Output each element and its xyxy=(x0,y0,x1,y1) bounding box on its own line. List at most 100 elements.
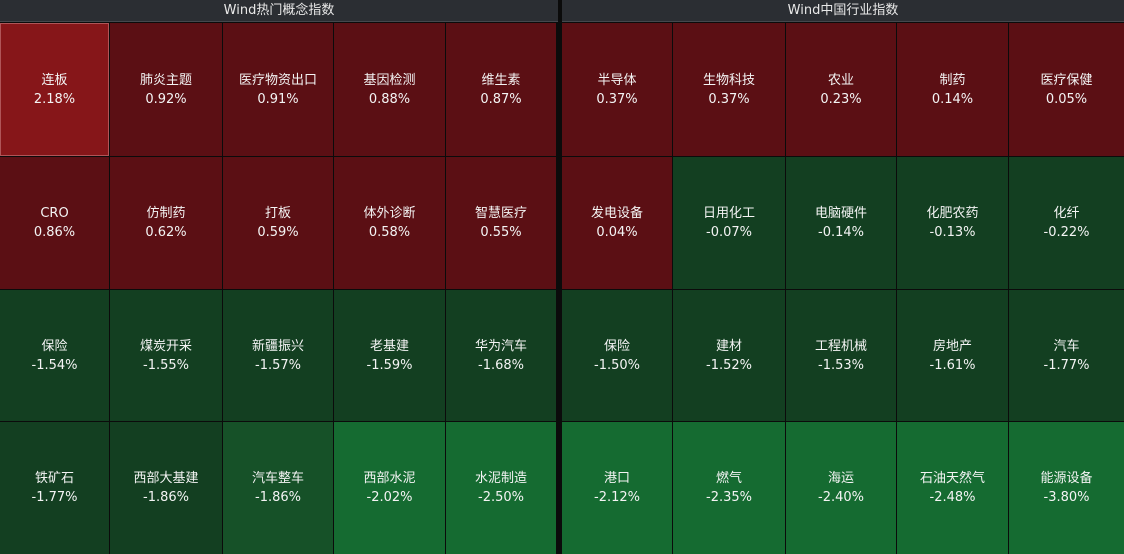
tile-name: 港口 xyxy=(603,471,630,486)
tile-name: 医疗物资出口 xyxy=(238,72,317,88)
heatmap-tile[interactable]: 华为汽车 -1.68% xyxy=(446,290,556,421)
heatmap-tile[interactable]: 海运 -2.40% xyxy=(786,422,896,554)
tile-change: -1.68% xyxy=(478,357,524,373)
tile-name: 水泥制造 xyxy=(474,471,527,486)
tile-name: 铁矿石 xyxy=(34,471,74,486)
heatmap-tile[interactable]: 新疆振兴 -1.57% xyxy=(223,290,333,421)
heatmap-tile[interactable]: 智慧医疗 0.55% xyxy=(446,157,556,289)
heatmap-tile[interactable]: 日用化工 -0.07% xyxy=(673,157,785,289)
heatmap-tile[interactable]: 汽车整车 -1.86% xyxy=(223,422,333,554)
heatmap-tile[interactable]: 制药 0.14% xyxy=(897,23,1008,156)
heatmap-tile[interactable]: 农业 0.23% xyxy=(786,23,896,156)
tile-change: -0.07% xyxy=(706,225,752,240)
tile-change: -0.14% xyxy=(818,225,864,240)
tile-name: 建材 xyxy=(715,338,742,354)
tile-name: 日用化工 xyxy=(702,206,755,221)
tile-change: -2.35% xyxy=(706,490,752,505)
tile-change: 0.87% xyxy=(480,91,522,107)
tile-name: 仿制药 xyxy=(146,206,186,221)
tile-change: 0.55% xyxy=(480,225,522,240)
heatmap-tile[interactable]: 保险 -1.50% xyxy=(562,290,672,421)
tile-change: -0.13% xyxy=(929,225,976,240)
tile-change: 0.62% xyxy=(145,225,187,240)
heatmap-tile[interactable]: 工程机械 -1.53% xyxy=(786,290,896,421)
tile-name: 燃气 xyxy=(715,471,742,486)
heatmap-tile[interactable]: 西部大基建 -1.86% xyxy=(110,422,222,554)
heatmap-tile[interactable]: 体外诊断 0.58% xyxy=(334,157,445,289)
tile-name: 煤炭开采 xyxy=(139,338,192,354)
tile-name: 华为汽车 xyxy=(474,338,527,354)
tile-name: 基因检测 xyxy=(363,72,416,88)
heatmap-tile[interactable]: 生物科技 0.37% xyxy=(673,23,785,156)
tile-name: 化肥农药 xyxy=(926,206,979,221)
tile-name: 老基建 xyxy=(369,338,409,354)
tile-name: CRO xyxy=(40,206,69,221)
heatmap-tile[interactable]: 仿制药 0.62% xyxy=(110,157,222,289)
heatmap-tile[interactable]: 医疗保健 0.05% xyxy=(1009,23,1124,156)
industry-index-panel: Wind中国行业指数 半导体 0.37% 生物科技 0.37% 农业 0.23% 制药… xyxy=(562,0,1124,554)
tile-name: 汽车整车 xyxy=(251,471,304,486)
tile-change: 0.37% xyxy=(708,91,750,107)
tile-change: 0.59% xyxy=(257,225,299,240)
tile-change: 0.04% xyxy=(596,225,638,240)
heatmap-tile[interactable]: 水泥制造 -2.50% xyxy=(446,422,556,554)
tile-name: 保险 xyxy=(603,338,630,354)
tile-change: -2.02% xyxy=(366,490,413,505)
tile-name: 西部大基建 xyxy=(133,471,199,486)
tile-change: 0.14% xyxy=(931,91,974,107)
heatmap-tile[interactable]: 连板 2.18% xyxy=(0,23,109,156)
heatmap-tile[interactable]: 基因检测 0.88% xyxy=(334,23,445,156)
tile-name: 农业 xyxy=(827,72,854,88)
tile-change: -1.53% xyxy=(818,357,864,373)
heatmap-tile[interactable]: 煤炭开采 -1.55% xyxy=(110,290,222,421)
tile-name: 房地产 xyxy=(932,338,972,354)
heatmap-tile[interactable]: 燃气 -2.35% xyxy=(673,422,785,554)
tile-change: 0.23% xyxy=(820,91,862,107)
tile-name: 工程机械 xyxy=(814,338,867,354)
heatmap-tile[interactable]: 铁矿石 -1.77% xyxy=(0,422,109,554)
heatmap-tile[interactable]: CRO 0.86% xyxy=(0,157,109,289)
heatmap-tile[interactable]: 保险 -1.54% xyxy=(0,290,109,421)
heatmap-tile[interactable]: 老基建 -1.59% xyxy=(334,290,445,421)
heatmap-tile[interactable]: 发电设备 0.04% xyxy=(562,157,672,289)
heatmap-tile[interactable]: 化纤 -0.22% xyxy=(1009,157,1124,289)
industry-index-heatmap: 半导体 0.37% 生物科技 0.37% 农业 0.23% 制药 0.14% 医疗保健 0… xyxy=(562,23,1124,554)
heatmap-tile[interactable]: 房地产 -1.61% xyxy=(897,290,1008,421)
tile-name: 维生素 xyxy=(481,72,521,88)
heatmap-tile[interactable]: 建材 -1.52% xyxy=(673,290,785,421)
heatmap-tile[interactable]: 汽车 -1.77% xyxy=(1009,290,1124,421)
concept-index-heatmap: 连板 2.18% 肺炎主题 0.92% 医疗物资出口 0.91% 基因检测 0.88% … xyxy=(0,23,558,554)
industry-index-title: Wind中国行业指数 xyxy=(562,0,1124,22)
tile-name: 肺炎主题 xyxy=(139,72,192,88)
heatmap-tile[interactable]: 港口 -2.12% xyxy=(562,422,672,554)
tile-name: 石油天然气 xyxy=(919,471,985,486)
tile-change: -1.61% xyxy=(929,357,976,373)
concept-index-title: Wind热门概念指数 xyxy=(0,0,558,22)
tile-name: 智慧医疗 xyxy=(474,206,527,221)
tile-change: -2.48% xyxy=(929,490,976,505)
tile-change: -0.22% xyxy=(1043,225,1090,240)
heatmap-tile[interactable]: 石油天然气 -2.48% xyxy=(897,422,1008,554)
heatmap-tile[interactable]: 维生素 0.87% xyxy=(446,23,556,156)
tile-change: 0.05% xyxy=(1045,91,1088,107)
tile-name: 打板 xyxy=(264,206,291,221)
tile-change: -3.80% xyxy=(1043,490,1090,505)
tile-change: -1.59% xyxy=(366,357,413,373)
tile-name: 能源设备 xyxy=(1040,471,1093,486)
heatmap-tile[interactable]: 能源设备 -3.80% xyxy=(1009,422,1124,554)
heatmap-tile[interactable]: 肺炎主题 0.92% xyxy=(110,23,222,156)
tile-change: 0.86% xyxy=(33,225,76,240)
heatmap-tile[interactable]: 医疗物资出口 0.91% xyxy=(223,23,333,156)
tile-change: -2.50% xyxy=(478,490,524,505)
tile-name: 连板 xyxy=(41,72,68,88)
tile-change: -1.52% xyxy=(706,357,752,373)
heatmap-tile[interactable]: 电脑硬件 -0.14% xyxy=(786,157,896,289)
heatmap-tile[interactable]: 西部水泥 -2.02% xyxy=(334,422,445,554)
heatmap-tile[interactable]: 打板 0.59% xyxy=(223,157,333,289)
heatmap-tile[interactable]: 半导体 0.37% xyxy=(562,23,672,156)
heatmap-tile[interactable]: 化肥农药 -0.13% xyxy=(897,157,1008,289)
tile-change: -2.40% xyxy=(818,490,864,505)
tile-change: -1.77% xyxy=(1043,357,1090,373)
tile-name: 汽车 xyxy=(1053,338,1080,354)
tile-name: 体外诊断 xyxy=(363,206,416,221)
